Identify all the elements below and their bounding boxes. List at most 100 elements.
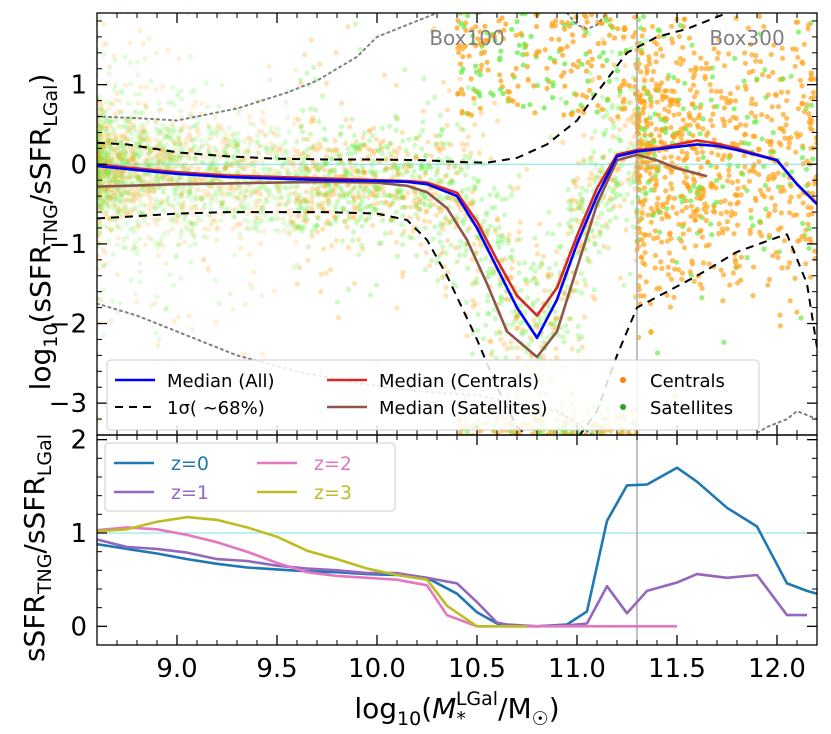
central-point (172, 217, 179, 223)
central-point (201, 226, 207, 232)
satellite-point (356, 203, 362, 209)
satellite-point (611, 190, 617, 196)
central-point (792, 63, 798, 69)
satellite-point (624, 217, 630, 223)
satellite-point (458, 238, 464, 244)
satellite-point (521, 443, 526, 448)
central-point (243, 187, 250, 194)
satellite-point (433, 172, 439, 178)
central-point (446, 165, 452, 171)
satellite-point (280, 216, 286, 222)
central-point (758, 59, 764, 65)
satellite-point (174, 252, 180, 258)
central-point (132, 192, 138, 198)
central-point (342, 173, 348, 179)
central-point (97, 151, 101, 157)
central-point (205, 122, 211, 128)
satellite-point (167, 272, 173, 278)
satellite-point (548, 438, 553, 443)
satellite-point (503, 436, 508, 441)
central-point (471, 241, 477, 247)
central-point (769, 148, 776, 154)
satellite-point (294, 262, 300, 268)
satellite-point (143, 137, 149, 143)
satellite-point (620, 440, 625, 445)
central-point (123, 130, 129, 136)
central-point (657, 285, 663, 291)
satellite-point (245, 219, 251, 225)
satellite-point (475, 327, 481, 333)
central-point (813, 174, 817, 180)
satellite-point (287, 185, 293, 191)
satellite-point (160, 122, 166, 128)
central-point (372, 148, 378, 154)
central-point (153, 175, 160, 181)
central-point (681, 245, 688, 251)
satellite-point (324, 173, 330, 179)
central-point (592, 296, 598, 302)
central-point (633, 257, 639, 263)
central-point (691, 117, 697, 123)
central-point (643, 167, 649, 173)
satellite-point (419, 165, 425, 171)
satellite-point (388, 218, 394, 224)
satellite-point (416, 173, 422, 179)
satellite-point (631, 144, 637, 150)
satellite-point (191, 137, 197, 143)
central-point (134, 173, 140, 179)
satellite-point (249, 285, 255, 291)
satellite-point (148, 156, 154, 162)
central-point (766, 276, 773, 283)
central-point (190, 211, 197, 218)
central-point (470, 303, 476, 309)
satellite-point (744, 255, 750, 261)
satellite-point (302, 164, 308, 170)
central-point (649, 77, 655, 83)
satellite-point (213, 193, 219, 200)
central-point (393, 82, 400, 88)
satellite-point (214, 189, 220, 195)
central-point (297, 199, 303, 205)
central-point (262, 131, 268, 137)
satellite-point (555, 446, 560, 451)
satellite-point (133, 143, 140, 149)
central-point (391, 148, 397, 154)
satellite-point (140, 147, 146, 153)
satellite-point (395, 172, 401, 178)
satellite-point (536, 264, 543, 270)
central-point (210, 217, 217, 223)
satellite-point (713, 177, 720, 184)
central-point (593, 445, 598, 450)
central-point (687, 269, 693, 275)
central-point (553, 316, 559, 322)
satellite-point (578, 271, 584, 277)
central-point (591, 175, 597, 181)
central-point (582, 445, 587, 450)
satellite-point (224, 144, 230, 150)
central-point (625, 117, 631, 123)
satellite-point (465, 186, 471, 192)
central-point (145, 221, 151, 227)
central-point (724, 209, 730, 215)
satellite-point (624, 191, 631, 197)
satellite-point (312, 107, 318, 113)
central-point (363, 183, 369, 189)
central-point (653, 81, 659, 87)
satellite-point (567, 224, 574, 230)
satellite-point (152, 207, 158, 213)
central-point (116, 235, 122, 241)
central-point (99, 101, 105, 108)
central-point (708, 88, 714, 94)
central-point (293, 224, 299, 230)
central-point (418, 242, 424, 248)
central-point (104, 158, 110, 164)
central-point (212, 165, 218, 172)
central-point (604, 447, 609, 452)
satellite-point (432, 94, 438, 100)
central-point (570, 446, 575, 451)
central-point (142, 137, 149, 143)
central-point (570, 39, 576, 45)
central-point (318, 145, 324, 151)
satellite-point (219, 82, 225, 88)
central-point (642, 132, 648, 138)
